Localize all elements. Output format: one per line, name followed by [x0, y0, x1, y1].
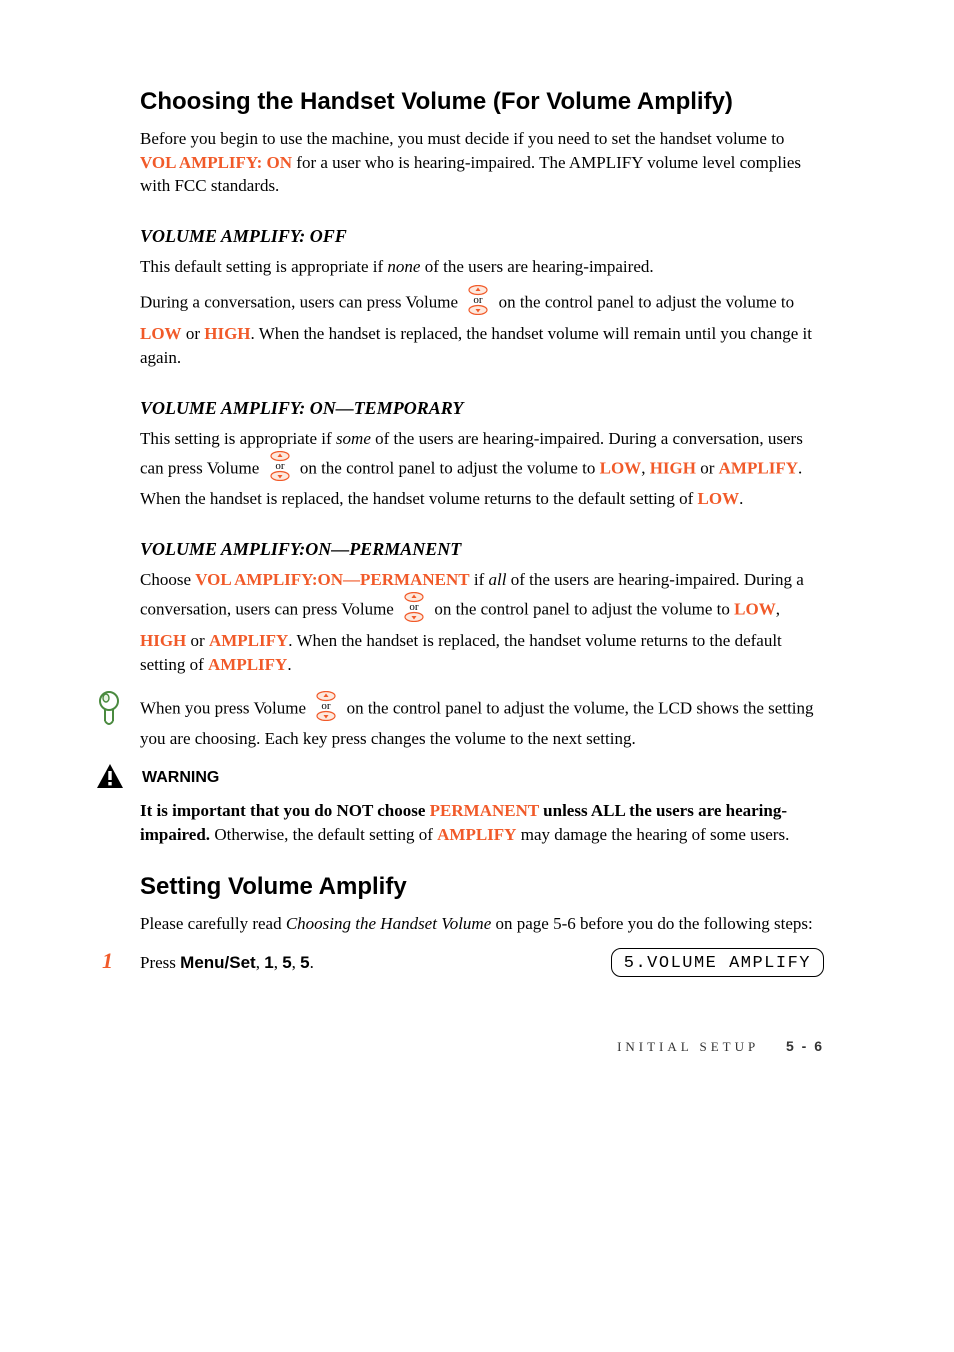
ontemp-c: on the control panel to adjust the volum… — [300, 458, 600, 477]
footer-section: INITIAL SETUP — [617, 1039, 759, 1054]
onperm-f: . — [287, 655, 291, 674]
step1-d: , — [292, 953, 301, 972]
step-1-text: Press Menu/Set, 1, 5, 5. — [140, 951, 314, 975]
step1-k1: 1 — [264, 953, 273, 972]
step1-c: , — [274, 953, 283, 972]
step1-a: Press — [140, 953, 180, 972]
off-p1-b: of the users are hearing-impaired. — [420, 257, 653, 276]
warn-d: may damage the hearing of some users. — [516, 825, 789, 844]
onperm-amp: AMPLIFY — [209, 631, 288, 650]
warn-c: Otherwise, the default setting of — [210, 825, 437, 844]
onperm-comma: , — [776, 599, 780, 618]
volume-updown-icon — [466, 285, 490, 322]
intro-paragraph: Before you begin to use the machine, you… — [140, 127, 824, 198]
onperm-hl1: VOL AMPLIFY:ON—PERMANENT — [195, 570, 469, 589]
warn-amplify: AMPLIFY — [437, 825, 516, 844]
ontemp-or2: or — [696, 458, 719, 477]
note-block: When you press Volume on the control pan… — [140, 691, 824, 752]
onperm-or: or — [186, 631, 209, 650]
step1-k2: 5 — [282, 953, 291, 972]
off-high: HIGH — [204, 324, 250, 343]
warning-label: WARNING — [142, 767, 219, 789]
heading-choosing: Choosing the Handset Volume (For Volume … — [140, 88, 824, 117]
ontemp-low2: LOW — [698, 489, 740, 508]
note-paragraph: When you press Volume on the control pan… — [140, 691, 824, 752]
step1-k3: 5 — [300, 953, 309, 972]
step-1-row: 1 Press Menu/Set, 1, 5, 5. 5.VOLUME AMPL… — [140, 948, 824, 978]
step1-b: , — [256, 953, 265, 972]
footer-page-number: 5 - 6 — [786, 1038, 824, 1054]
warn-a: It is important that you do NOT choose — [140, 801, 430, 820]
subhead-off: VOLUME AMPLIFY: OFF — [140, 224, 824, 249]
warning-block: WARNING It is important that you do NOT … — [140, 765, 824, 847]
step1-e: . — [310, 953, 314, 972]
volume-updown-icon — [314, 691, 338, 728]
volume-updown-icon — [402, 592, 426, 629]
intro-highlight: VOL AMPLIFY: ON — [140, 153, 292, 172]
onperm-high: HIGH — [140, 631, 186, 650]
ontemp-paragraph: This setting is appropriate if some of t… — [140, 427, 824, 511]
off-paragraph-2: During a conversation, users can press V… — [140, 285, 824, 369]
step1-menu: Menu/Set — [180, 953, 256, 972]
off-p2-b: on the control panel to adjust the volum… — [499, 292, 795, 311]
step-number: 1 — [102, 946, 113, 977]
ontemp-e: . — [739, 489, 743, 508]
note-a: When you press Volume — [140, 698, 310, 717]
off-p1-em: none — [387, 257, 420, 276]
ontemp-low: LOW — [600, 458, 642, 477]
ontemp-high: HIGH — [650, 458, 696, 477]
page-footer: INITIAL SETUP 5 - 6 — [140, 1037, 824, 1057]
onperm-amp2: AMPLIFY — [208, 655, 287, 674]
setting-a: Please carefully read — [140, 914, 286, 933]
onperm-em: all — [489, 570, 507, 589]
setting-paragraph: Please carefully read Choosing the Hands… — [140, 912, 824, 936]
heading-setting: Setting Volume Amplify — [140, 873, 824, 902]
subhead-ontemp: VOLUME AMPLIFY: ON—TEMPORARY — [140, 396, 824, 421]
ontemp-a: This setting is appropriate if — [140, 429, 336, 448]
off-p1-a: This default setting is appropriate if — [140, 257, 387, 276]
lcd-display: 5.VOLUME AMPLIFY — [611, 948, 824, 978]
onperm-b: if — [470, 570, 489, 589]
ontemp-em: some — [336, 429, 371, 448]
onperm-d: on the control panel to adjust the volum… — [434, 599, 734, 618]
setting-b: on page 5-6 before you do the following … — [491, 914, 813, 933]
off-p2-a: During a conversation, users can press V… — [140, 292, 462, 311]
off-or: or — [182, 324, 205, 343]
lightbulb-icon — [96, 691, 122, 736]
onperm-low: LOW — [734, 599, 776, 618]
volume-updown-icon — [268, 451, 292, 488]
subhead-onperm: VOLUME AMPLIFY:ON—PERMANENT — [140, 537, 824, 562]
onperm-paragraph: Choose VOL AMPLIFY:ON—PERMANENT if all o… — [140, 568, 824, 676]
off-low: LOW — [140, 324, 182, 343]
intro-text-a: Before you begin to use the machine, you… — [140, 129, 784, 148]
warn-permanent: PERMANENT — [430, 801, 539, 820]
ontemp-amp: AMPLIFY — [719, 458, 798, 477]
warning-paragraph: It is important that you do NOT choose P… — [140, 799, 824, 847]
off-paragraph-1: This default setting is appropriate if n… — [140, 255, 824, 279]
setting-em: Choosing the Handset Volume — [286, 914, 491, 933]
warning-icon — [96, 763, 124, 796]
ontemp-comma1: , — [641, 458, 650, 477]
onperm-a: Choose — [140, 570, 195, 589]
